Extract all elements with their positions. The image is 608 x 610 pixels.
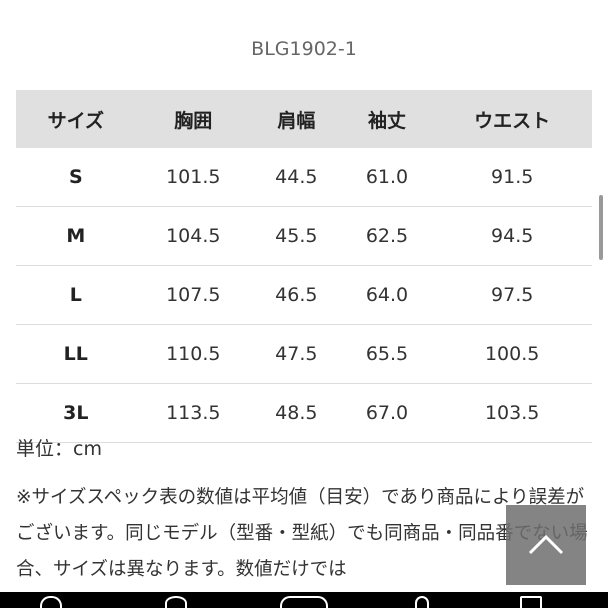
size-cell: M bbox=[16, 206, 136, 266]
chevron-up-icon bbox=[528, 534, 564, 555]
unit-label: 単位：cm bbox=[16, 438, 102, 460]
value-cell: 64.0 bbox=[341, 265, 433, 325]
value-cell: 47.5 bbox=[251, 324, 342, 384]
table-row: M 104.5 45.5 62.5 94.5 bbox=[16, 206, 592, 266]
value-cell: 45.5 bbox=[251, 206, 342, 266]
value-cell: 94.5 bbox=[432, 206, 592, 266]
size-note: ※サイズスペック表の数値は平均値（目安）であり商品により誤差がございます。同じモ… bbox=[16, 487, 588, 580]
size-cell: 3L bbox=[16, 383, 136, 443]
value-cell: 62.5 bbox=[341, 206, 433, 266]
home-icon[interactable] bbox=[40, 596, 62, 610]
value-cell: 48.5 bbox=[251, 383, 342, 443]
value-cell: 91.5 bbox=[432, 148, 592, 207]
search-icon[interactable] bbox=[165, 596, 187, 610]
size-cell: L bbox=[16, 265, 136, 325]
table-row: S 101.5 44.5 61.0 91.5 bbox=[16, 148, 592, 207]
table-row: L 107.5 46.5 64.0 97.5 bbox=[16, 265, 592, 325]
size-cell: LL bbox=[16, 324, 136, 384]
value-cell: 65.5 bbox=[341, 324, 433, 384]
header-shoulder: 肩幅 bbox=[251, 90, 342, 148]
value-cell: 107.5 bbox=[135, 265, 251, 325]
notification-icon[interactable] bbox=[415, 596, 429, 610]
value-cell: 100.5 bbox=[432, 324, 592, 384]
value-cell: 113.5 bbox=[135, 383, 251, 443]
value-cell: 110.5 bbox=[135, 324, 251, 384]
header-size: サイズ bbox=[16, 90, 136, 148]
value-cell: 61.0 bbox=[341, 148, 433, 207]
scroll-to-top-button[interactable] bbox=[506, 505, 586, 585]
bottom-nav-bar bbox=[0, 592, 608, 610]
table-row: 3L 113.5 48.5 67.0 103.5 bbox=[16, 383, 592, 443]
table-row: LL 110.5 47.5 65.5 100.5 bbox=[16, 324, 592, 384]
size-table: サイズ 胸囲 肩幅 袖丈 ウエスト S 101.5 44.5 61.0 91.5 M 104… bbox=[16, 90, 592, 443]
favorites-icon[interactable] bbox=[280, 596, 328, 610]
product-code: BLG1902-1 bbox=[251, 38, 357, 60]
value-cell: 104.5 bbox=[135, 206, 251, 266]
size-cell: S bbox=[16, 148, 136, 207]
header-waist: ウエスト bbox=[432, 90, 592, 148]
cart-icon[interactable] bbox=[520, 596, 542, 610]
value-cell: 44.5 bbox=[251, 148, 342, 207]
value-cell: 101.5 bbox=[135, 148, 251, 207]
value-cell: 97.5 bbox=[432, 265, 592, 325]
value-cell: 103.5 bbox=[432, 383, 592, 443]
header-chest: 胸囲 bbox=[135, 90, 251, 148]
table-header-row: サイズ 胸囲 肩幅 袖丈 ウエスト bbox=[16, 90, 592, 148]
scrollbar[interactable] bbox=[599, 195, 603, 260]
value-cell: 46.5 bbox=[251, 265, 342, 325]
value-cell: 67.0 bbox=[341, 383, 433, 443]
header-sleeve: 袖丈 bbox=[341, 90, 433, 148]
